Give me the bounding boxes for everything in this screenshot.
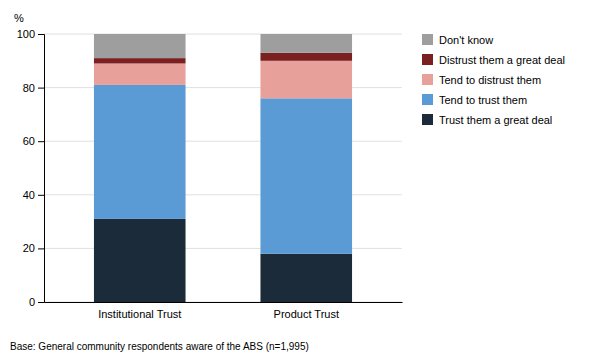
y-tick-mark	[38, 195, 44, 196]
bars	[94, 34, 352, 302]
y-tick: 80	[23, 82, 44, 94]
legend-label: Distrust them a great deal	[439, 54, 565, 66]
bar	[260, 34, 352, 53]
x-tick-label: Product Trust	[274, 308, 339, 320]
legend-swatch	[422, 54, 433, 65]
plot: 0 20 40 60 80 100 Institutional Trust Product T…	[17, 28, 403, 320]
y-tick-label: 100	[17, 28, 35, 40]
legend-swatch	[422, 114, 433, 125]
series	[94, 34, 352, 58]
y-tick-mark	[38, 302, 44, 303]
legend-item: Distrust them a great deal	[422, 54, 565, 66]
y-tick: 40	[23, 189, 44, 201]
bar	[94, 85, 186, 219]
legend-label: Tend to trust them	[439, 94, 527, 106]
x-axis: Institutional Trust Product Trust	[45, 303, 403, 320]
y-tick-mark	[38, 88, 44, 89]
x-tick: Institutional Trust	[98, 308, 181, 320]
footnote: Base: General community respondents awar…	[10, 341, 309, 352]
bar	[260, 53, 352, 61]
y-tick: 60	[23, 135, 44, 147]
legend: Don't know Distrust them a great deal Tend…	[422, 34, 565, 126]
legend-item: Don't know	[422, 34, 493, 46]
bar	[94, 34, 186, 58]
y-axis: 0 20 40 60 80 100	[17, 28, 45, 308]
y-tick: 100	[17, 28, 44, 40]
x-axis-line	[45, 302, 403, 303]
y-tick-label: 60	[23, 135, 35, 147]
legend-swatch	[422, 34, 433, 45]
legend-item: Trust them a great deal	[422, 114, 552, 126]
y-tick-label: 0	[29, 296, 35, 308]
y-label: %	[14, 12, 24, 24]
bar	[94, 219, 186, 302]
legend-label: Trust them a great deal	[439, 114, 552, 126]
legend-label: Don't know	[439, 34, 493, 46]
y-tick: 20	[23, 242, 44, 254]
y-tick-label: 80	[23, 82, 35, 94]
series	[94, 61, 352, 99]
legend-item: Tend to distrust them	[422, 74, 541, 86]
y-tick-label: 40	[23, 189, 35, 201]
bar	[94, 58, 186, 63]
legend-swatch	[422, 74, 433, 85]
bar	[94, 63, 186, 84]
y-tick-mark	[38, 141, 44, 142]
x-tick: Product Trust	[274, 308, 339, 320]
series	[94, 85, 352, 254]
chart: 0 20 40 60 80 100 Institutional Trust Product T…	[0, 0, 592, 360]
x-tick-label: Institutional Trust	[98, 308, 181, 320]
legend-label: Tend to distrust them	[439, 74, 541, 86]
y-tick-label: 20	[23, 242, 35, 254]
legend-swatch	[422, 94, 433, 105]
bar	[260, 61, 352, 99]
y-tick-mark	[38, 34, 44, 35]
bar	[260, 98, 352, 253]
grid	[44, 34, 402, 302]
bar	[260, 254, 352, 302]
y-tick-mark	[38, 248, 44, 249]
legend-item: Tend to trust them	[422, 94, 527, 106]
y-axis-line	[38, 35, 45, 303]
y-tick: 0	[29, 296, 44, 308]
